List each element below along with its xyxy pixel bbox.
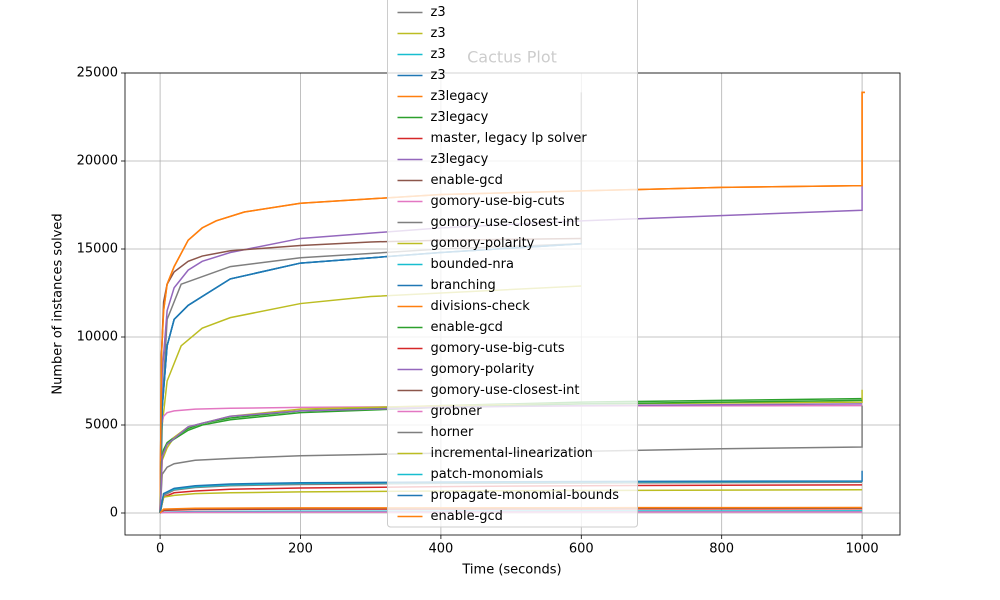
- legend-label: divisions-check: [431, 299, 531, 314]
- legend-label: z3legacy: [431, 89, 489, 104]
- legend-label: incremental-linearization: [431, 446, 593, 461]
- y-tick-label: 5000: [85, 418, 118, 433]
- y-tick-label: 25000: [77, 66, 118, 81]
- legend-label: gomory-polarity: [431, 362, 535, 377]
- legend-label: gomory-use-closest-int: [431, 383, 580, 398]
- legend-label: propagate-monomial-bounds: [431, 488, 620, 503]
- series-line: [159, 470, 863, 514]
- legend-label: master, legacy lp solver: [431, 131, 588, 146]
- y-tick-label: 20000: [77, 154, 118, 169]
- series-line: [159, 405, 863, 514]
- legend-label: enable-gcd: [431, 320, 503, 335]
- legend-label: z3: [431, 68, 446, 83]
- legend-label: z3legacy: [431, 110, 489, 125]
- legend-label: grobner: [431, 404, 483, 419]
- x-tick-label: 1000: [846, 542, 879, 557]
- y-tick-label: 0: [110, 506, 118, 521]
- y-tick-label: 15000: [77, 242, 118, 257]
- legend: z3 z3 z3 z3 z3legacy z3legacy master, legacy l…: [387, 0, 638, 528]
- legend-label: enable-gcd: [431, 173, 503, 188]
- y-axis-label: Number of instances solved: [51, 213, 66, 394]
- legend-label: enable-gcd: [431, 509, 503, 524]
- legend-box: [387, 0, 638, 528]
- legend-label: bounded-nra: [431, 257, 514, 272]
- series-line: [159, 242, 582, 514]
- x-axis-label: Time (seconds): [461, 563, 561, 578]
- legend-label: z3: [431, 5, 446, 20]
- series-line: [159, 91, 865, 514]
- legend-label: z3: [431, 26, 446, 41]
- x-tick-label: 800: [709, 542, 734, 557]
- legend-label: branching: [431, 278, 496, 293]
- x-tick-label: 600: [569, 542, 594, 557]
- y-tick-label: 10000: [77, 330, 118, 345]
- legend-label: gomory-use-closest-int: [431, 215, 580, 230]
- legend-label: gomory-use-big-cuts: [431, 194, 565, 209]
- legend-label: gomory-use-big-cuts: [431, 341, 565, 356]
- x-tick-label: 200: [288, 542, 313, 557]
- legend-label: gomory-polarity: [431, 236, 535, 251]
- legend-label: z3: [431, 47, 446, 62]
- x-tick-label: 400: [428, 542, 453, 557]
- x-tick-label: 0: [156, 542, 164, 557]
- legend-label: z3legacy: [431, 152, 489, 167]
- legend-label: horner: [431, 425, 475, 440]
- legend-label: patch-monomials: [431, 467, 544, 482]
